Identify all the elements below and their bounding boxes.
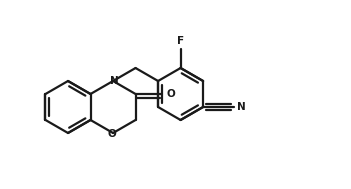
Text: N: N [110, 76, 118, 86]
Text: F: F [177, 36, 184, 46]
Text: O: O [108, 129, 117, 139]
Text: O: O [167, 89, 175, 99]
Text: N: N [237, 102, 246, 112]
